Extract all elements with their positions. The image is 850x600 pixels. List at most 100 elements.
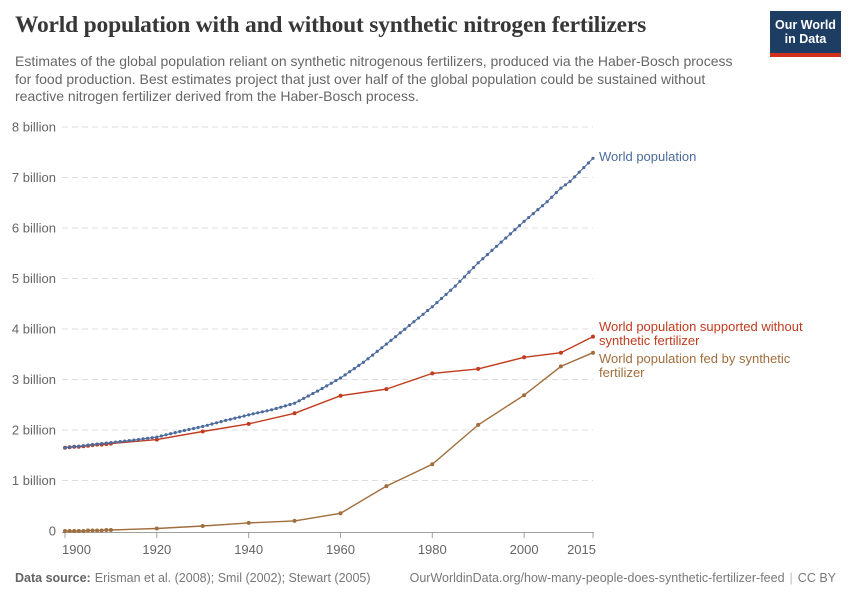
chart-subtitle: Estimates of the global population relia…	[15, 53, 733, 104]
series-markers-fed-by-synthetic-fertilizer[interactable]	[63, 350, 595, 533]
data-point	[270, 408, 274, 412]
data-point	[104, 441, 108, 445]
chart-footer: Data source: Erisman et al. (2008); Smil …	[0, 571, 850, 585]
series-label-line: synthetic fertilizer	[599, 333, 700, 349]
data-point	[394, 335, 398, 339]
data-point	[246, 520, 251, 525]
series-markers-world-population[interactable]	[63, 156, 595, 450]
y-tick-label: 5 billion	[12, 271, 56, 286]
data-point	[63, 446, 67, 450]
data-point	[108, 528, 113, 532]
data-point	[228, 417, 232, 421]
series-label-line: World population	[599, 149, 697, 165]
data-point	[214, 421, 219, 425]
data-point	[196, 425, 200, 430]
data-point	[77, 444, 81, 448]
footer-attribution: OurWorldinData.org/how-many-people-does-…	[410, 571, 836, 585]
data-point	[467, 270, 471, 274]
data-point	[201, 424, 205, 429]
data-point	[449, 288, 453, 292]
data-point	[453, 284, 457, 288]
data-point	[67, 529, 72, 533]
data-point	[361, 360, 365, 364]
data-source-label: Data source:	[15, 571, 91, 585]
data-point	[371, 353, 375, 357]
data-point	[522, 393, 527, 398]
x-tick-label: 1900	[62, 542, 91, 557]
series-label-fed-by-synthetic-fertilizer[interactable]: World population fed by synthetic fertili…	[599, 350, 791, 381]
x-tick-label: 1960	[326, 542, 355, 557]
x-tick-label: 1940	[234, 542, 263, 557]
series-line-fed-by-synthetic-fertilizer[interactable]	[65, 352, 594, 532]
data-point	[320, 386, 324, 391]
data-point	[329, 381, 333, 385]
footer-license-link[interactable]: CC BY	[797, 571, 836, 585]
data-point	[435, 301, 439, 305]
data-point	[499, 240, 503, 244]
owid-logo[interactable]: Our World in Data	[770, 11, 841, 57]
data-point	[439, 296, 444, 301]
data-point	[72, 445, 76, 449]
data-point	[210, 422, 214, 426]
data-point	[150, 436, 154, 440]
data-point	[99, 528, 104, 533]
series-label-world-population[interactable]: World population	[599, 150, 696, 165]
data-point	[306, 394, 310, 398]
data-point	[292, 411, 297, 416]
data-point	[292, 518, 297, 523]
data-point	[141, 437, 145, 441]
data-point	[274, 406, 278, 411]
data-point	[224, 418, 228, 422]
footer-url-link[interactable]: OurWorldinData.org/how-many-people-does-…	[409, 571, 785, 585]
data-point	[421, 312, 425, 316]
series-label-line: fertilizer	[599, 365, 645, 381]
data-point	[251, 412, 255, 416]
data-point	[154, 526, 159, 531]
data-point	[242, 414, 246, 418]
series-label-supported-without-synthetic-fertilizer[interactable]: World population supported without synthe…	[599, 319, 803, 349]
data-point	[559, 186, 563, 190]
data-point	[338, 393, 343, 398]
data-point	[504, 236, 508, 240]
data-point	[343, 373, 347, 377]
data-source-value: Erisman et al. (2008); Smil (2002); Stew…	[94, 571, 371, 585]
data-point	[205, 423, 209, 427]
data-point	[522, 219, 526, 223]
data-point	[384, 387, 389, 392]
data-point	[407, 323, 411, 328]
data-point	[164, 433, 168, 437]
data-point	[522, 355, 527, 360]
data-point	[582, 166, 586, 170]
data-point	[118, 440, 122, 444]
data-point	[540, 204, 545, 208]
y-tick-label: 8 billion	[12, 120, 56, 135]
data-point	[283, 404, 287, 408]
data-point	[591, 156, 595, 160]
data-point	[68, 445, 72, 449]
data-point	[586, 161, 591, 165]
data-point	[100, 442, 104, 446]
data-point	[545, 200, 549, 204]
data-point	[591, 334, 595, 339]
series-markers-supported-without-synthetic-fertilizer[interactable]	[63, 334, 595, 450]
data-point	[476, 366, 481, 371]
data-point	[398, 331, 402, 335]
data-point	[591, 350, 595, 355]
data-point	[375, 349, 379, 353]
data-point	[95, 442, 99, 446]
data-point	[527, 215, 531, 220]
data-point	[389, 338, 393, 342]
y-tick-label: 1 billion	[12, 473, 56, 488]
x-tick-label: 2015	[567, 542, 596, 557]
series-line-supported-without-synthetic-fertilizer[interactable]	[64, 335, 594, 449]
data-point	[86, 528, 90, 533]
data-point	[568, 179, 572, 184]
data-point	[513, 228, 517, 232]
data-point	[109, 441, 113, 445]
data-point	[81, 444, 85, 448]
data-point	[348, 370, 352, 374]
series-line-world-population[interactable]	[64, 157, 594, 449]
series-label-line: World population fed by synthetic	[599, 350, 791, 366]
footer-separator: |	[789, 571, 793, 585]
data-point	[123, 439, 127, 443]
